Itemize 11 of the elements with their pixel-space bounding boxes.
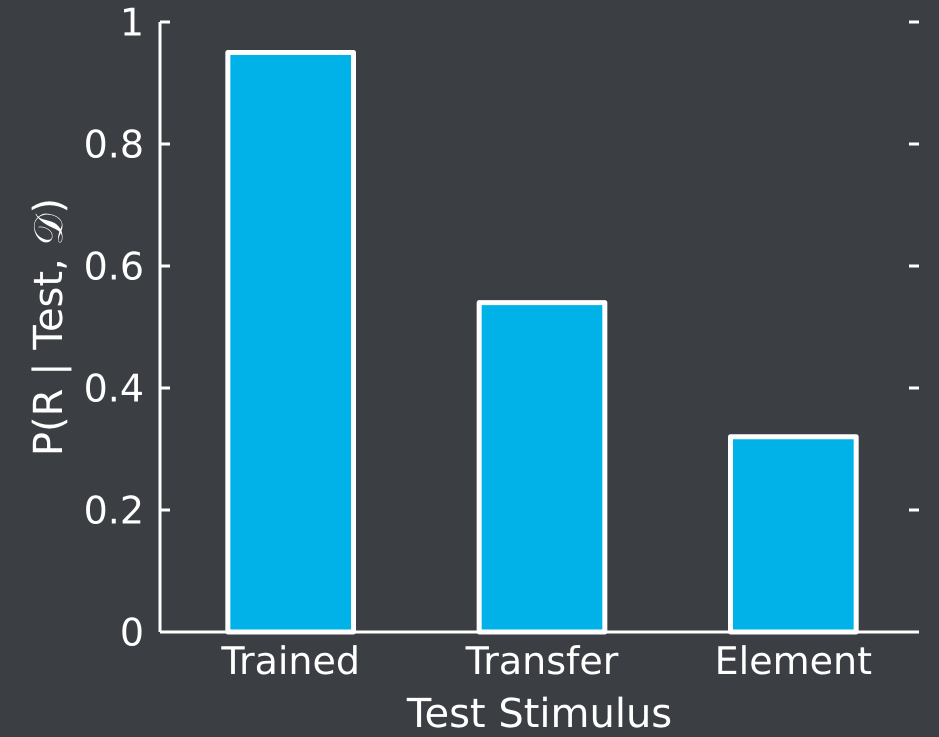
y-tick-label: 1 (120, 0, 144, 44)
y-axis-title: P(R | Test, 𝒟) (26, 198, 72, 456)
y-tick-label: 0 (120, 610, 144, 654)
x-tick-label: Trained (220, 639, 360, 683)
y-tick-label: 0.8 (84, 122, 144, 166)
y-tick-label: 0.2 (84, 488, 144, 532)
y-tick-label: 0.6 (84, 244, 144, 288)
x-tick-label: Transfer (464, 639, 619, 683)
x-tick-label: Element (714, 639, 872, 683)
y-tick-label: 0.4 (84, 366, 144, 410)
x-axis-title: Test Stimulus (406, 691, 672, 737)
